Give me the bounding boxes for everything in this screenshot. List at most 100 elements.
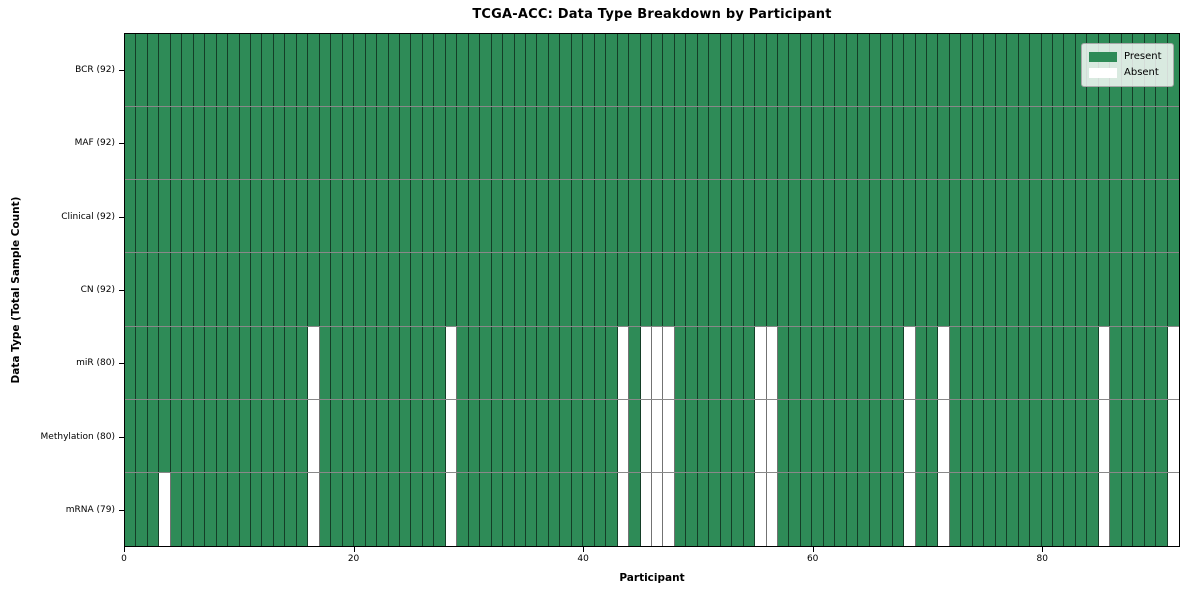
- heatmap-cell: [1030, 399, 1042, 472]
- heatmap-cell: [388, 180, 400, 253]
- heatmap-cell: [468, 180, 481, 253]
- heatmap-cell: [743, 326, 756, 399]
- heatmap-cell: [1087, 180, 1099, 253]
- heatmap-cell: [663, 34, 675, 107]
- heatmap-cell: [319, 326, 332, 399]
- heatmap-cell: [629, 253, 641, 326]
- y-tick-label-methylation: Methylation (80): [40, 431, 115, 442]
- heatmap-cell: [377, 326, 389, 399]
- heatmap-cell: [743, 253, 756, 326]
- heatmap-cell: [525, 180, 538, 253]
- heatmap-cell: [434, 253, 446, 326]
- heatmap-cell: [388, 472, 400, 546]
- heatmap-cell: [663, 326, 675, 399]
- heatmap-cell: [1121, 326, 1134, 399]
- heatmap-cell: [984, 180, 996, 253]
- heatmap-cell: [915, 253, 927, 326]
- legend-item-present: Present: [1089, 49, 1166, 65]
- heatmap-cell: [835, 34, 847, 107]
- heatmap-cell: [709, 253, 721, 326]
- heatmap-cell: [606, 107, 618, 180]
- heatmap-cell: [812, 472, 824, 546]
- heatmap-row-clinical: [125, 180, 1179, 254]
- heatmap-cell: [1167, 472, 1179, 546]
- heatmap-cell: [548, 253, 561, 326]
- heatmap-cell: [434, 34, 446, 107]
- heatmap-cell: [846, 399, 859, 472]
- y-tick-mark: [119, 363, 124, 365]
- heatmap-cell: [1007, 107, 1019, 180]
- heatmap-cell: [170, 399, 183, 472]
- heatmap-cell: [869, 399, 882, 472]
- heatmap-cell: [354, 107, 366, 180]
- heatmap-cell: [743, 107, 756, 180]
- heatmap-cell: [342, 107, 355, 180]
- heatmap-cell: [273, 107, 286, 180]
- heatmap-cell: [881, 180, 893, 253]
- heatmap-cell: [1075, 399, 1088, 472]
- heatmap-cell: [365, 253, 378, 326]
- heatmap-cell: [388, 107, 400, 180]
- heatmap-cell: [1041, 253, 1053, 326]
- heatmap-cell: [125, 107, 137, 180]
- heatmap-cell: [663, 107, 675, 180]
- heatmap-cell: [1075, 107, 1088, 180]
- heatmap-cell: [147, 326, 160, 399]
- heatmap-cell: [766, 34, 779, 107]
- heatmap-cell: [938, 107, 950, 180]
- heatmap-cell: [1030, 180, 1042, 253]
- y-tick-mark: [119, 143, 124, 145]
- heatmap-cell: [629, 34, 641, 107]
- heatmap-cell: [823, 107, 836, 180]
- heatmap-cell: [1075, 180, 1088, 253]
- heatmap-cell: [1075, 472, 1088, 546]
- heatmap-cell: [571, 107, 584, 180]
- heatmap-cell: [331, 326, 343, 399]
- heatmap-cell: [1007, 326, 1019, 399]
- heatmap-cell: [617, 34, 630, 107]
- heatmap-cell: [251, 180, 263, 253]
- heatmap-cell: [1110, 180, 1122, 253]
- heatmap-cell: [984, 472, 996, 546]
- heatmap-cell: [778, 180, 790, 253]
- heatmap-cell: [182, 472, 194, 546]
- heatmap-cell: [262, 399, 274, 472]
- heatmap-cell: [1087, 326, 1099, 399]
- heatmap-cell: [594, 180, 607, 253]
- heatmap-cell: [228, 107, 240, 180]
- heatmap-cell: [445, 107, 458, 180]
- heatmap-cell: [812, 180, 824, 253]
- heatmap-cell: [732, 34, 744, 107]
- heatmap-cell: [755, 326, 767, 399]
- heatmap-cell: [869, 326, 882, 399]
- y-tick-label-bcr: BCR (92): [75, 64, 115, 75]
- heatmap-cell: [949, 326, 962, 399]
- heatmap-cell: [835, 326, 847, 399]
- heatmap-cell: [1087, 472, 1099, 546]
- heatmap-cell: [399, 399, 412, 472]
- heatmap-cell: [331, 399, 343, 472]
- heatmap-cell: [1064, 180, 1076, 253]
- heatmap-cell: [319, 34, 332, 107]
- heatmap-cell: [491, 326, 504, 399]
- heatmap-cell: [835, 107, 847, 180]
- heatmap-cell: [1156, 180, 1168, 253]
- heatmap-cell: [720, 399, 733, 472]
- y-tick-label-cn: CN (92): [80, 285, 115, 295]
- heatmap-cell: [640, 326, 652, 399]
- heatmap-cell: [1018, 472, 1031, 546]
- heatmap-cell: [709, 107, 721, 180]
- heatmap-cell: [537, 180, 549, 253]
- heatmap-cell: [1052, 472, 1065, 546]
- heatmap-cell: [869, 180, 882, 253]
- heatmap-cell: [1110, 472, 1122, 546]
- heatmap-cell: [1041, 180, 1053, 253]
- heatmap-cell: [399, 34, 412, 107]
- heatmap-cell: [1110, 253, 1122, 326]
- heatmap-cell: [193, 253, 206, 326]
- heatmap-cell: [1030, 107, 1042, 180]
- heatmap-cell: [548, 472, 561, 546]
- heatmap-cell: [823, 253, 836, 326]
- heatmap-cell: [125, 472, 137, 546]
- heatmap-cell: [720, 107, 733, 180]
